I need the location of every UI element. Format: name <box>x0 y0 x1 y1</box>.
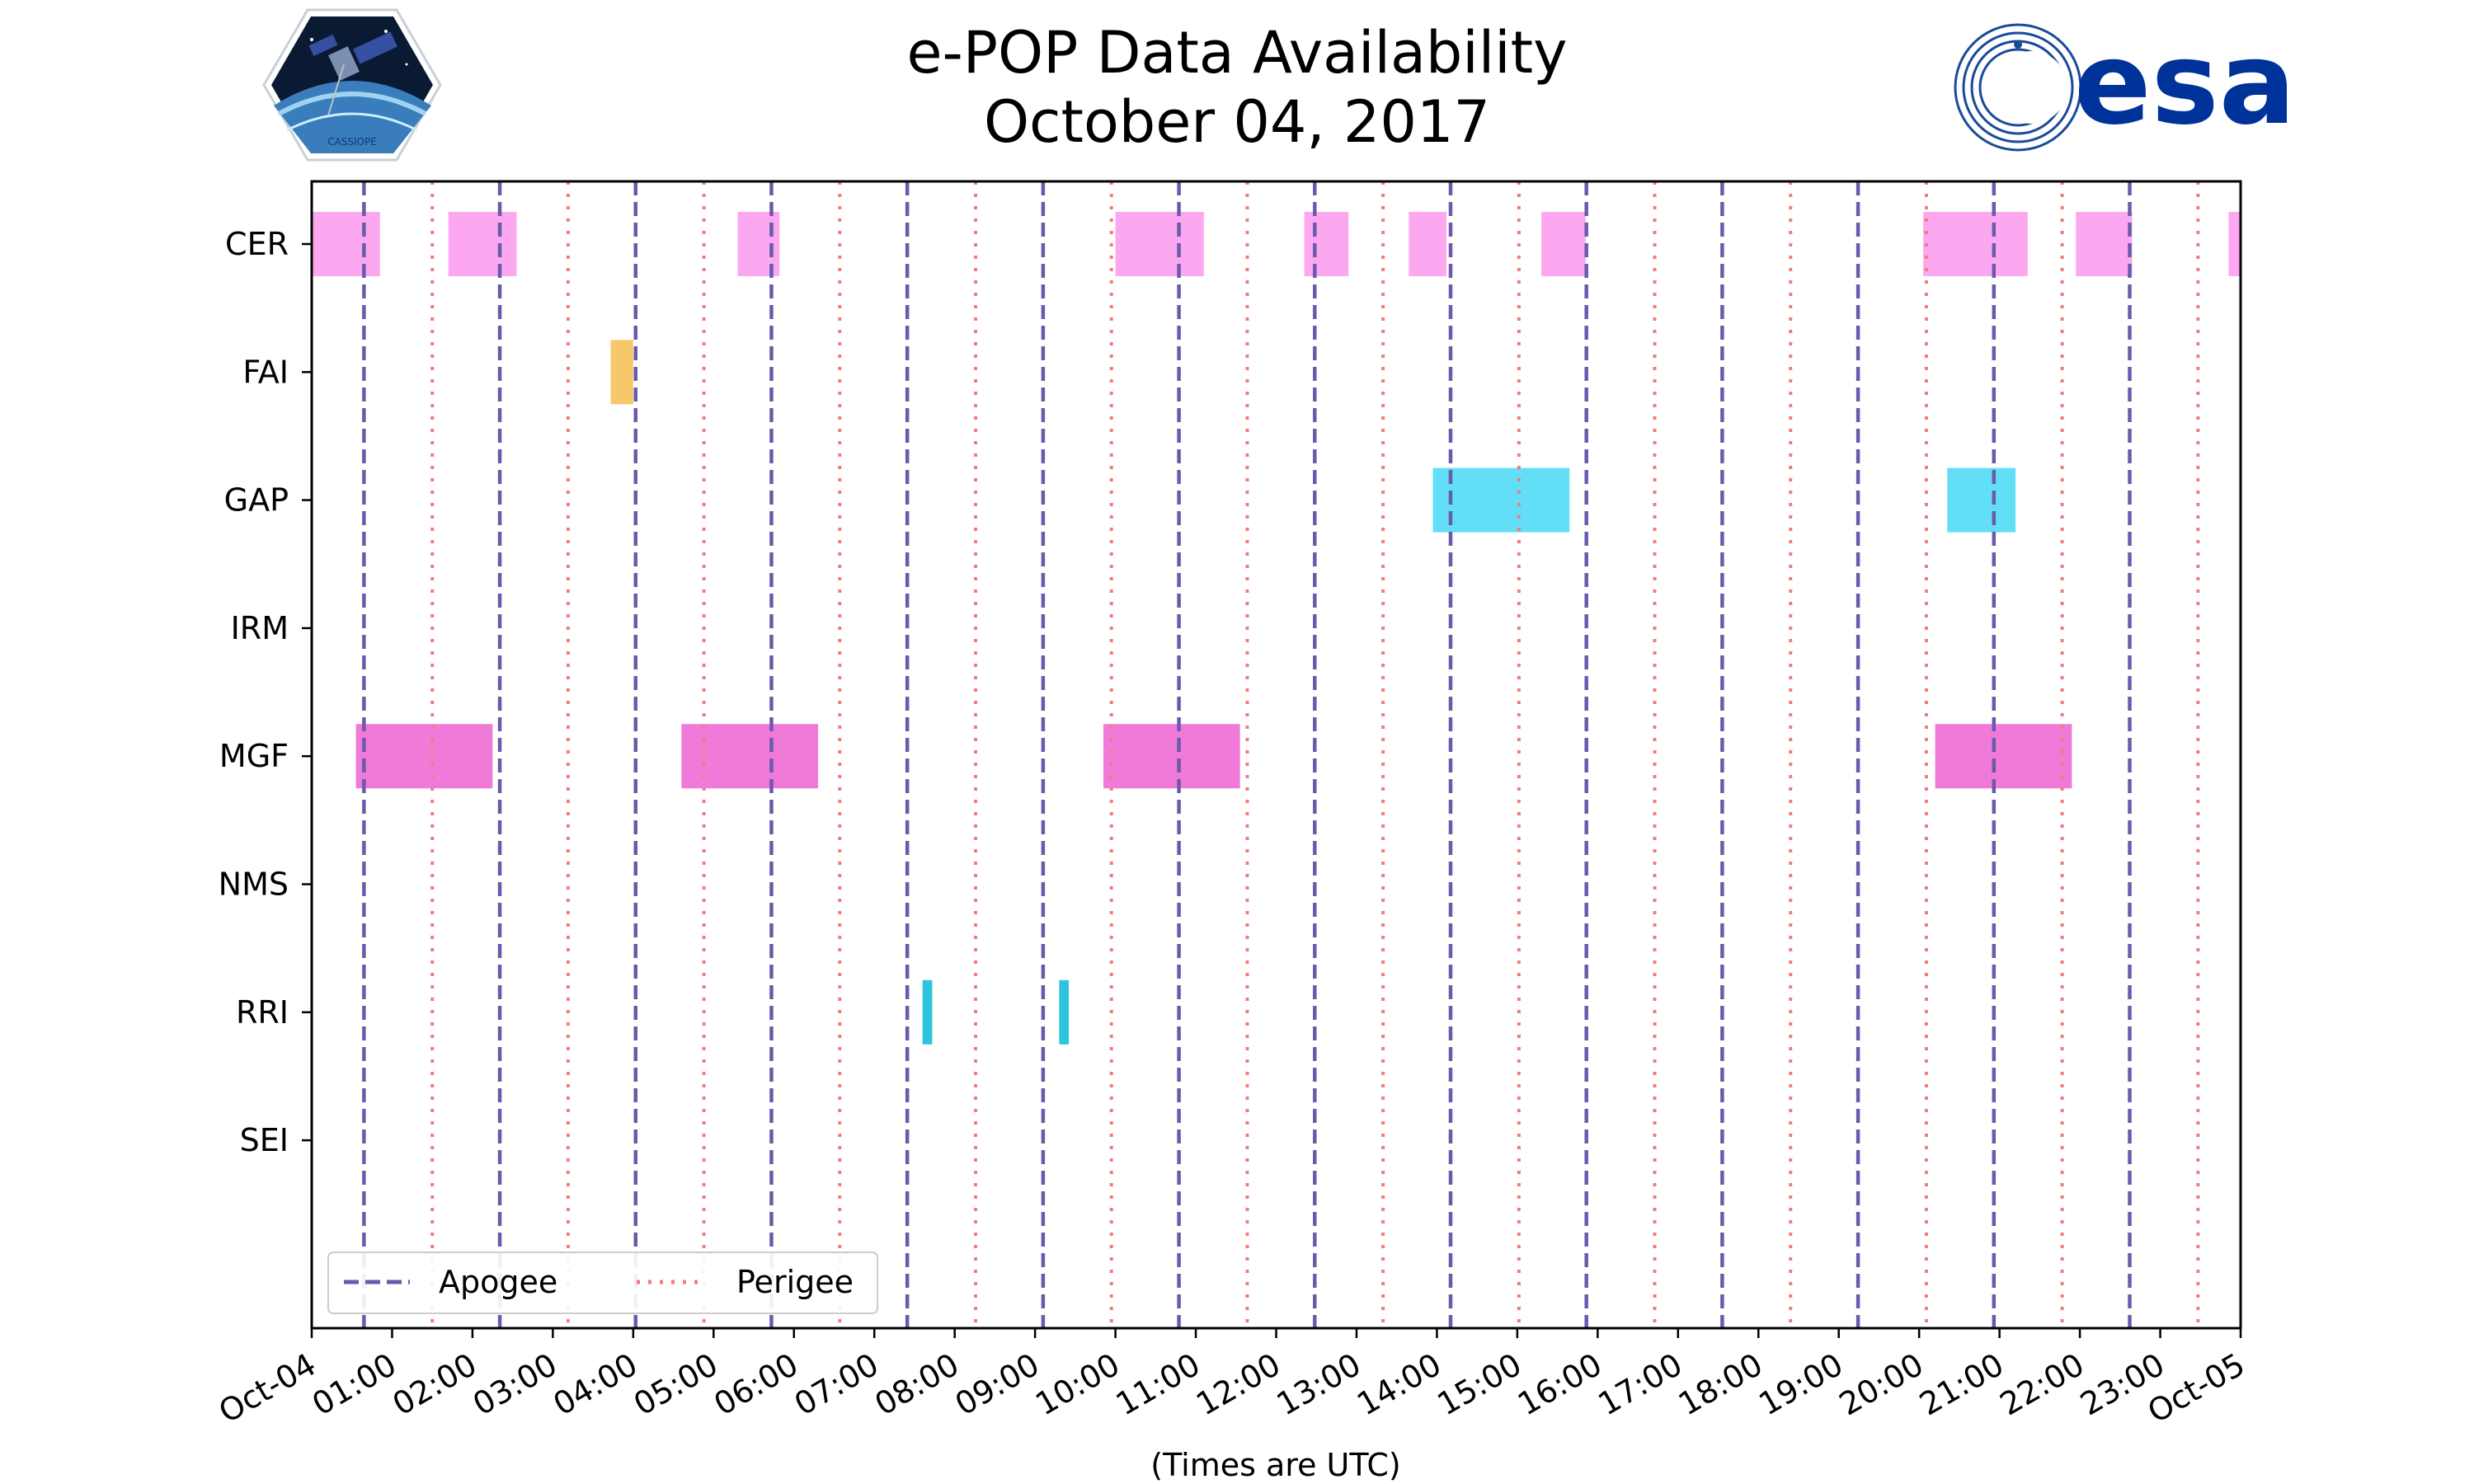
cassiope-mission-logo: CASSIOPE <box>262 8 442 162</box>
x-axis: Oct-0401:0002:0003:0004:0005:0006:0007:0… <box>213 1328 2251 1430</box>
x-tick-label: 19:00 <box>1752 1346 1849 1423</box>
x-tick-label: 12:00 <box>1190 1346 1286 1423</box>
chart-title-line2: October 04, 2017 <box>983 88 1491 156</box>
x-tick-label: 11:00 <box>1110 1346 1206 1423</box>
esa-logo-text: esa <box>2074 20 2296 150</box>
x-tick-label: 06:00 <box>708 1346 804 1423</box>
x-tick-label: 08:00 <box>868 1346 965 1423</box>
bar-cer <box>448 212 517 276</box>
x-tick-label: 22:00 <box>1994 1346 2091 1423</box>
x-tick-label: 03:00 <box>467 1346 563 1423</box>
x-tick-label: 07:00 <box>788 1346 885 1423</box>
bar-cer <box>2228 212 2241 276</box>
bar-mgf <box>1935 724 2072 789</box>
legend-perigee-label: Perigee <box>736 1264 854 1300</box>
x-tick-label: 20:00 <box>1833 1346 1930 1423</box>
legend: Apogee Perigee <box>327 1252 878 1314</box>
x-tick-label: 14:00 <box>1351 1346 1447 1423</box>
bar-cer <box>1923 212 2028 276</box>
y-tick-label-rri: RRI <box>236 994 289 1031</box>
orbit-lines-layer <box>362 181 2200 1328</box>
x-tick-label: 21:00 <box>1913 1346 2010 1423</box>
bar-cer <box>1409 212 1447 276</box>
y-tick-label-fai: FAI <box>242 354 289 390</box>
bar-gap <box>1432 467 1570 533</box>
x-tick-label: 16:00 <box>1512 1346 1608 1423</box>
x-tick-label: 15:00 <box>1432 1346 1528 1423</box>
y-tick-label-irm: IRM <box>231 610 289 646</box>
bar-cer <box>2076 212 2133 276</box>
bar-mgf <box>1103 724 1240 789</box>
y-tick-label-cer: CER <box>225 226 289 262</box>
bar-fai <box>610 340 633 405</box>
legend-box <box>327 1252 878 1314</box>
bar-cer <box>1541 212 1586 276</box>
bar-cer <box>1304 212 1349 276</box>
bar-rri <box>1059 979 1070 1045</box>
x-axis-label: (Times are UTC) <box>1150 1447 1400 1483</box>
y-tick-label-gap: GAP <box>224 482 289 519</box>
x-tick-label: 09:00 <box>949 1346 1046 1423</box>
bar-gap <box>1947 467 2016 533</box>
cassiope-logo-text: CASSIOPE <box>327 136 377 148</box>
y-axis: CER FAI GAP IRM MGF NMS RRI SEI <box>219 226 312 1158</box>
y-tick-label-nms: NMS <box>219 866 289 903</box>
x-tick-label: 05:00 <box>628 1346 724 1423</box>
y-tick-label-sei: SEI <box>240 1122 289 1158</box>
x-tick-label: 04:00 <box>547 1346 643 1423</box>
x-tick-label: 17:00 <box>1592 1346 1688 1423</box>
bar-cer <box>1115 212 1204 276</box>
x-tick-label: 10:00 <box>1029 1346 1126 1423</box>
bar-cer <box>312 212 380 276</box>
legend-apogee-label: Apogee <box>439 1264 557 1300</box>
bars-layer <box>312 212 2241 1045</box>
y-tick-label-mgf: MGF <box>219 738 289 774</box>
x-tick-label: 18:00 <box>1672 1346 1769 1423</box>
esa-logo: esa <box>1954 20 2296 152</box>
x-tick-label: 13:00 <box>1271 1346 1367 1423</box>
bar-mgf <box>355 724 493 789</box>
x-tick-label: 02:00 <box>387 1346 483 1423</box>
chart-title-line1: e-POP Data Availability <box>906 19 1568 87</box>
bar-mgf <box>681 724 818 789</box>
x-tick-label: Oct-04 <box>213 1346 322 1430</box>
chart-title: e-POP Data Availability October 04, 2017 <box>0 18 2474 157</box>
x-tick-label: 01:00 <box>306 1346 402 1423</box>
bar-rri <box>922 979 933 1045</box>
